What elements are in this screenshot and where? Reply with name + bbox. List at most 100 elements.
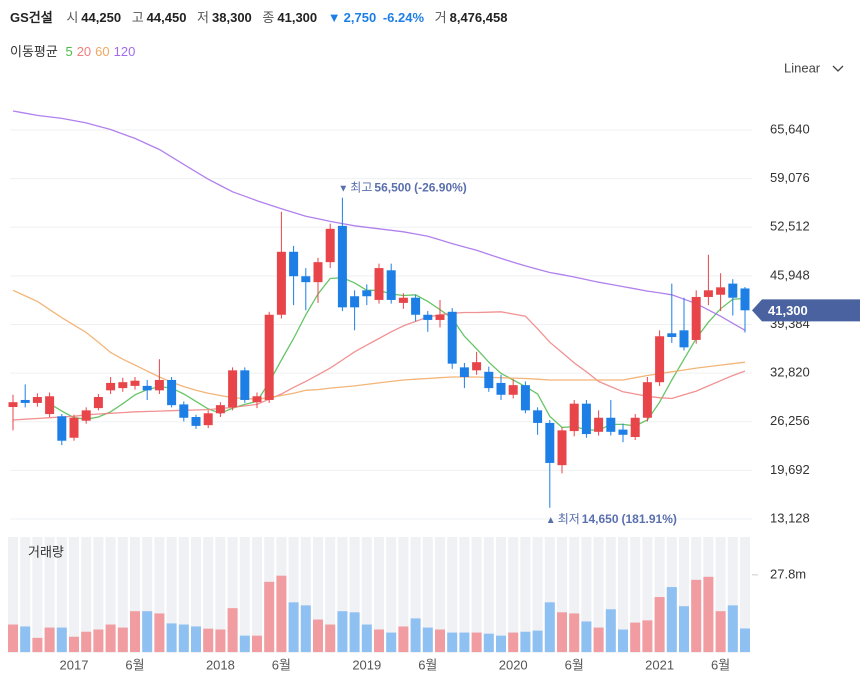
extreme-note: ▼ 최고 56,500 (-26.90%) xyxy=(338,181,466,195)
volume-bar xyxy=(410,618,421,652)
volume-slot xyxy=(569,537,580,653)
candle-body xyxy=(435,314,445,320)
candle-body xyxy=(32,397,42,403)
x-tick-label: 6월 xyxy=(125,657,144,672)
candle-body xyxy=(667,333,677,337)
volume-slot xyxy=(44,537,55,653)
candle-body xyxy=(191,417,201,426)
candle-body xyxy=(8,402,18,408)
volume-slot xyxy=(496,537,506,653)
volume-slot xyxy=(56,537,67,653)
y-tick-label: 45,948 xyxy=(770,267,810,282)
volume-slot xyxy=(520,537,531,653)
volume-bar xyxy=(264,581,275,652)
volume-bar xyxy=(496,635,506,652)
volume-bar xyxy=(654,597,665,652)
scale-chevron[interactable] xyxy=(832,65,844,72)
volume-bar xyxy=(32,637,43,652)
legend-entry: 120 xyxy=(113,44,136,59)
candle-body xyxy=(154,379,164,391)
x-tick-label: 6월 xyxy=(272,657,291,672)
volume-bar xyxy=(703,576,714,652)
volume-slot xyxy=(288,537,299,653)
candle-body xyxy=(69,417,79,438)
volume-bar xyxy=(154,613,165,652)
volume-bar xyxy=(93,629,104,652)
candle-body xyxy=(264,314,274,400)
candle-body xyxy=(337,225,347,308)
candle-body xyxy=(728,283,738,298)
volume-bar xyxy=(386,632,397,652)
volume-bar xyxy=(178,624,189,652)
volume-slot xyxy=(654,537,665,653)
volume-slot xyxy=(32,537,43,653)
volume-label: 거 xyxy=(434,10,447,25)
legend-entry: 20 xyxy=(76,44,92,59)
volume-bar xyxy=(630,622,641,652)
scale-selector[interactable]: Linear xyxy=(784,60,821,75)
candle-body xyxy=(276,251,286,315)
volume-bar xyxy=(81,631,92,652)
volume-bar xyxy=(117,627,128,652)
volume-bar xyxy=(642,620,653,652)
candle-body xyxy=(142,385,152,391)
quote-label: 고 xyxy=(131,10,144,25)
volume-slot xyxy=(581,537,592,653)
x-tick-label: 6월 xyxy=(565,657,584,672)
candle-body xyxy=(313,262,323,283)
quote-value: 44,250 xyxy=(81,10,122,25)
candle-body xyxy=(350,296,360,308)
quote-label: 종 xyxy=(262,10,275,25)
last-price-label: 41,300 xyxy=(768,303,808,318)
volume-bar xyxy=(593,627,604,652)
note-value: 14,650 xyxy=(582,512,619,526)
volume-bar xyxy=(227,608,238,652)
candle-body xyxy=(228,370,238,408)
stock-name: GS건설 xyxy=(10,10,53,25)
legend-title: 이동평균 xyxy=(10,44,58,59)
y-tick-label: 19,692 xyxy=(770,462,810,477)
quote-value: 41,300 xyxy=(277,10,318,25)
volume-bar xyxy=(691,579,702,652)
candle-body xyxy=(520,385,530,411)
ma-legend: 이동평균 5 20 60 120 xyxy=(10,41,139,60)
volume-bar xyxy=(337,611,348,652)
volume-bar xyxy=(435,629,445,652)
candle-body xyxy=(545,422,555,463)
volume-bar xyxy=(349,612,360,652)
volume-bar xyxy=(679,606,689,652)
candle-body xyxy=(508,385,518,395)
volume-bar xyxy=(313,619,323,652)
candle-body xyxy=(484,371,494,389)
volume-slot xyxy=(8,537,18,653)
volume-slot xyxy=(105,537,116,653)
candle-body xyxy=(618,429,628,435)
x-tick-label: 2020 xyxy=(499,657,528,672)
volume-slot xyxy=(227,537,238,653)
volume-bar xyxy=(239,635,250,652)
volume-slot xyxy=(178,537,189,653)
candle-body xyxy=(642,382,652,418)
volume-slot xyxy=(435,537,445,653)
volume-slot xyxy=(618,537,628,653)
volume-slot xyxy=(483,537,494,653)
quote-label: 시 xyxy=(66,10,79,25)
volume-bar xyxy=(300,605,311,652)
candle-body xyxy=(240,370,250,400)
candle-body xyxy=(57,416,67,441)
note-change: (181.91%) xyxy=(622,512,677,526)
candle-body xyxy=(362,290,372,297)
candle-body xyxy=(325,228,335,263)
volume-slot xyxy=(191,537,201,653)
volume-bar xyxy=(325,624,336,652)
volume-bar xyxy=(666,587,677,652)
y-tick-label: 32,820 xyxy=(770,365,810,380)
y-tick-label: 26,256 xyxy=(770,413,810,428)
volume-slot xyxy=(20,537,31,653)
volume-bar xyxy=(44,627,55,652)
candle-body xyxy=(289,251,299,277)
volume-slot xyxy=(93,537,104,653)
volume-bar xyxy=(252,635,262,652)
candle-body xyxy=(496,382,506,395)
